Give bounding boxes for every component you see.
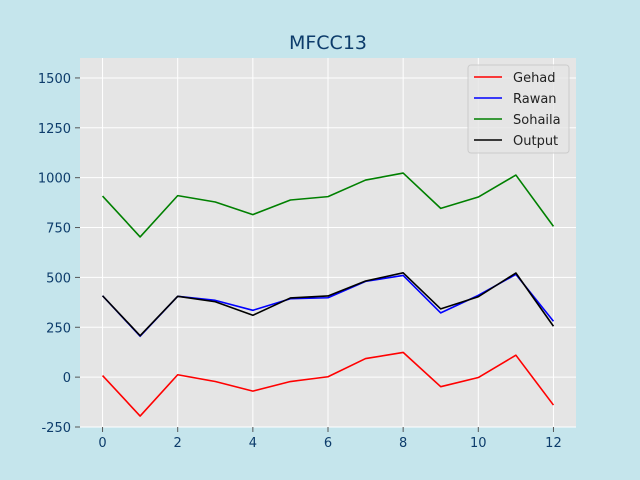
x-tick-label: 12 bbox=[545, 436, 562, 451]
y-tick-label: 250 bbox=[46, 321, 71, 336]
x-axis: 0 2 4 6 8 10 12 bbox=[98, 427, 562, 451]
legend-box bbox=[467, 64, 570, 154]
x-tick-label: 4 bbox=[249, 436, 257, 451]
y-tick-label: 1000 bbox=[38, 172, 71, 187]
legend: Gehad Rawan Sohaila Output bbox=[467, 64, 570, 154]
y-axis: -250 0 250 500 750 1000 1250 1500 bbox=[38, 72, 80, 436]
x-tick-label: 10 bbox=[470, 436, 487, 451]
y-tick-label: 0 bbox=[63, 371, 71, 386]
legend-label: Gehad bbox=[513, 71, 556, 86]
x-tick-label: 8 bbox=[399, 436, 407, 451]
y-tick-label: 1500 bbox=[38, 72, 71, 87]
x-tick-label: 0 bbox=[98, 436, 106, 451]
y-tick-label: -250 bbox=[41, 421, 71, 436]
legend-label: Sohaila bbox=[513, 113, 561, 128]
series-group bbox=[101, 172, 555, 417]
series-line-gehad bbox=[101, 351, 555, 417]
x-tick-label: 2 bbox=[174, 436, 182, 451]
y-tick-label: 1250 bbox=[38, 122, 71, 137]
series-line-sohaila bbox=[101, 172, 555, 238]
y-tick-label: 750 bbox=[46, 222, 71, 237]
y-tick-label: 500 bbox=[46, 271, 71, 286]
legend-label: Rawan bbox=[513, 92, 557, 107]
x-tick-label: 6 bbox=[324, 436, 332, 451]
series-line-output bbox=[101, 272, 555, 337]
legend-label: Output bbox=[513, 134, 558, 149]
chart-title: MFCC13 bbox=[289, 32, 367, 54]
